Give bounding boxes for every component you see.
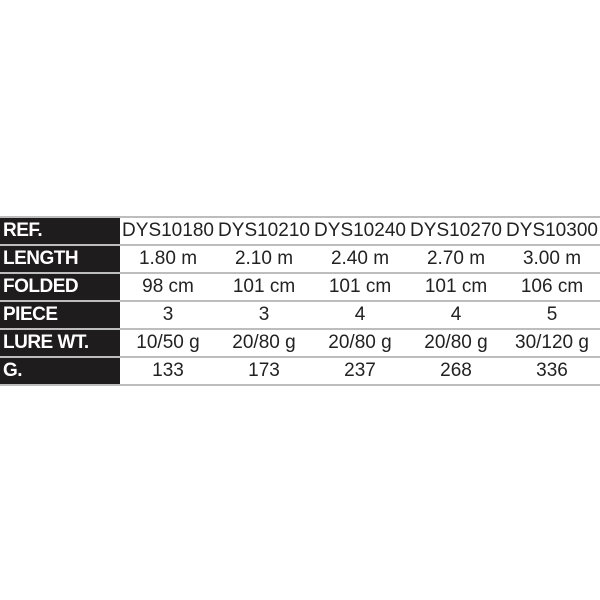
table-cell: DYS10240	[312, 217, 408, 246]
row-header: FOLDED	[0, 273, 120, 302]
row-header: G.	[0, 357, 120, 386]
table-cell: 2.40 m	[312, 245, 408, 274]
table-cell: 1.80 m	[120, 245, 216, 274]
table-row-lure-weight: LURE WT. 10/50 g 20/80 g 20/80 g 20/80 g 30/1…	[0, 329, 600, 358]
row-header: PIECE	[0, 301, 120, 330]
table-cell: 2.10 m	[216, 245, 312, 274]
table-row-folded: FOLDED 98 cm 101 cm 101 cm 101 cm 106 cm	[0, 273, 600, 302]
table-cell: 133	[120, 357, 216, 386]
table-cell: 101 cm	[408, 273, 504, 302]
table-cell: 30/120 g	[504, 329, 600, 358]
table-cell: 20/80 g	[216, 329, 312, 358]
table-cell: DYS10300	[504, 217, 600, 246]
table-row-weight: G. 133 173 237 268 336	[0, 357, 600, 386]
table-cell: 10/50 g	[120, 329, 216, 358]
table-cell: 336	[504, 357, 600, 386]
table-cell: 268	[408, 357, 504, 386]
table-cell: 101 cm	[312, 273, 408, 302]
table-cell: 101 cm	[216, 273, 312, 302]
table-cell: 4	[312, 301, 408, 330]
table-cell: 4	[408, 301, 504, 330]
table-row-ref: REF. DYS10180 DYS10210 DYS10240 DYS10270 DYS1…	[0, 217, 600, 246]
table-cell: 20/80 g	[312, 329, 408, 358]
row-header: LENGTH	[0, 245, 120, 274]
table-cell: DYS10270	[408, 217, 504, 246]
table-cell: DYS10210	[216, 217, 312, 246]
table-row-length: LENGTH 1.80 m 2.10 m 2.40 m 2.70 m 3.00 m	[0, 245, 600, 274]
table-cell: 173	[216, 357, 312, 386]
table-cell: 20/80 g	[408, 329, 504, 358]
row-header: REF.	[0, 217, 120, 246]
spec-table: REF. DYS10180 DYS10210 DYS10240 DYS10270 DYS1…	[0, 216, 600, 386]
table-cell: 3	[216, 301, 312, 330]
table-cell: 3	[120, 301, 216, 330]
table-cell: 5	[504, 301, 600, 330]
table-cell: 98 cm	[120, 273, 216, 302]
table-cell: 2.70 m	[408, 245, 504, 274]
table-cell: DYS10180	[120, 217, 216, 246]
table-row-piece: PIECE 3 3 4 4 5	[0, 301, 600, 330]
table-cell: 237	[312, 357, 408, 386]
table-cell: 3.00 m	[504, 245, 600, 274]
row-header: LURE WT.	[0, 329, 120, 358]
table-cell: 106 cm	[504, 273, 600, 302]
